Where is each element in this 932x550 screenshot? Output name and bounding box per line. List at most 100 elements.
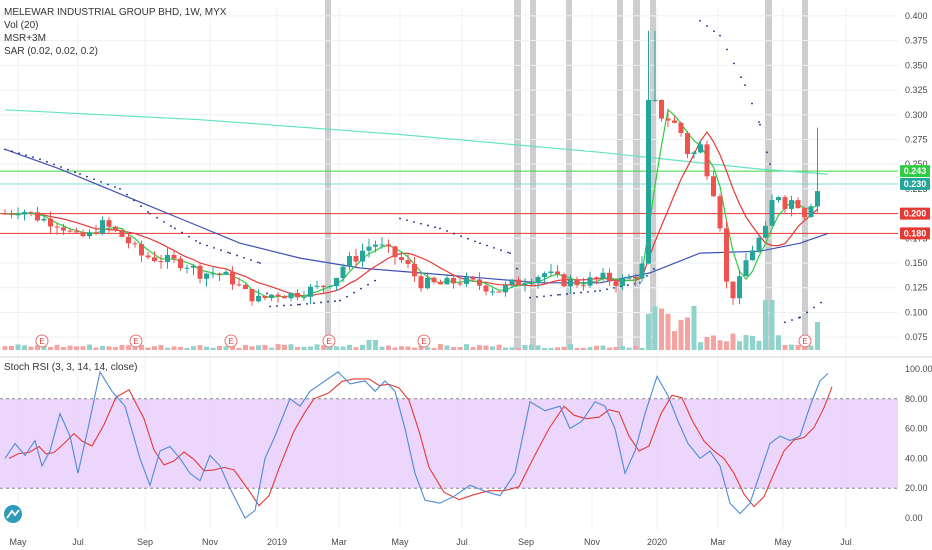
candle-body (542, 273, 547, 278)
candle-body (67, 230, 73, 232)
x-tick-label: Nov (202, 537, 219, 547)
candle-body (789, 200, 794, 209)
sar-dot (163, 220, 165, 223)
sar-dot (374, 279, 376, 282)
volume-bar (535, 345, 541, 350)
candle-body (613, 281, 619, 286)
x-tick-label: May (391, 537, 409, 547)
earnings-label: E (133, 337, 138, 346)
candle-body (15, 214, 21, 216)
candle-body (171, 254, 177, 259)
candle-body (392, 246, 398, 258)
price-tick-label: 0.125 (905, 283, 928, 293)
sar-dot (516, 267, 518, 270)
candles (2, 30, 820, 306)
candle-body (204, 273, 209, 279)
price-tick-label: 0.275 (905, 134, 928, 144)
candle-body (366, 246, 372, 251)
candle-body (717, 196, 723, 229)
candle-body (126, 236, 131, 244)
candle-body (184, 267, 190, 269)
volume-bar (685, 317, 690, 350)
highlight-columns (325, 0, 808, 350)
candle-body (555, 271, 560, 275)
candle-body (236, 284, 242, 286)
sar-dot (339, 299, 341, 302)
candle-body (600, 272, 606, 279)
price-tick-label: 0.100 (905, 307, 928, 317)
highlight-column (617, 0, 623, 350)
candle-body (41, 218, 47, 221)
sar-dot (439, 227, 441, 230)
candle-body (756, 237, 762, 251)
sar-dot (559, 293, 561, 296)
ma-cyan-line (4, 109, 829, 175)
candle-body (93, 232, 99, 234)
candle-body (262, 295, 268, 299)
candle-body (607, 272, 612, 282)
candle-body (737, 276, 742, 299)
candle-body (373, 244, 378, 247)
volume-bar (691, 305, 697, 350)
price-tag (900, 207, 930, 220)
sar-dot (367, 283, 369, 286)
sar-dot (460, 235, 462, 238)
candle-body (477, 279, 482, 286)
volume-bar (574, 347, 580, 350)
sar-dot (627, 284, 629, 287)
candle-body (431, 277, 437, 283)
sar-dot (25, 154, 27, 157)
rsi-d-line (8, 378, 833, 508)
candle-body (678, 122, 684, 133)
sar-dot (529, 296, 531, 299)
sar-dot (406, 219, 408, 222)
volume-bar (262, 344, 268, 350)
volume-bar (353, 347, 359, 350)
earnings-label: E (39, 337, 44, 346)
volume-bar (54, 344, 60, 350)
volume-bar (15, 344, 21, 350)
time-axis: May Jul Sep Nov 2019 Mar May Jul Sep Nov 2020 Mar Ma… (9, 537, 851, 547)
candle-body (191, 265, 196, 268)
volume-bar (444, 345, 450, 350)
candle-body (438, 282, 443, 285)
volume-bar (477, 345, 482, 350)
rsi-tick-label: 80.00 (905, 394, 928, 404)
volume-bar (61, 346, 66, 350)
sar-dot (269, 305, 271, 308)
volume-bar (249, 346, 255, 350)
volume-bar (490, 346, 495, 350)
sar-dot (453, 232, 455, 235)
x-tick-label: May (774, 537, 792, 547)
candle-body (74, 231, 79, 233)
rsi-title: Stoch RSI (3, 3, 14, 14, close) (4, 362, 137, 373)
sar-dot (11, 150, 13, 153)
sar-dot (79, 173, 81, 175)
candle-body (633, 276, 638, 279)
candle-body (620, 278, 625, 286)
volume-bar (197, 345, 203, 350)
candle-body (587, 277, 593, 286)
volume-bar (100, 346, 105, 350)
sar-dot (243, 256, 245, 259)
candle-body (334, 277, 339, 287)
volume-bar (717, 340, 723, 350)
candle-body (418, 276, 424, 289)
candle-body (249, 289, 255, 302)
highlight-column (633, 0, 640, 350)
candle-body (197, 265, 203, 279)
candle-body (652, 99, 658, 101)
volume-bar (152, 346, 157, 350)
sar-dot (229, 252, 231, 255)
x-tick-label: Jul (72, 537, 84, 547)
x-tick-label: Jul (840, 537, 852, 547)
candle-body (763, 225, 768, 238)
volume-bar (730, 333, 736, 350)
candle-body (561, 274, 567, 287)
candle-body (327, 286, 333, 288)
volume-bar (275, 344, 281, 350)
price-level-lines (0, 170, 898, 234)
sar-dot (259, 262, 261, 264)
candle-body (119, 230, 125, 237)
candle-body (776, 197, 781, 201)
